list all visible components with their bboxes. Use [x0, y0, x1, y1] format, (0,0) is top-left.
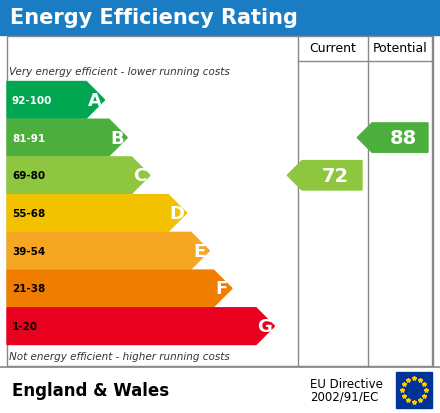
Text: D: D	[169, 204, 184, 223]
Text: Very energy efficient - lower running costs: Very energy efficient - lower running co…	[9, 67, 230, 77]
Text: Potential: Potential	[373, 43, 427, 55]
Text: 39-54: 39-54	[12, 246, 45, 256]
Bar	[7, 37, 433, 366]
Polygon shape	[7, 120, 127, 157]
Text: 55-68: 55-68	[12, 209, 45, 218]
Text: 2002/91/EC: 2002/91/EC	[310, 389, 378, 403]
Text: England & Wales: England & Wales	[12, 381, 169, 399]
Text: 81-91: 81-91	[12, 133, 45, 143]
Text: 88: 88	[390, 129, 417, 148]
Text: G: G	[257, 317, 271, 335]
Polygon shape	[7, 271, 232, 307]
Text: A: A	[88, 92, 101, 109]
Polygon shape	[7, 233, 209, 269]
Text: B: B	[110, 129, 124, 147]
Polygon shape	[357, 123, 428, 153]
Polygon shape	[7, 157, 150, 194]
Polygon shape	[7, 308, 275, 345]
Text: Not energy efficient - higher running costs: Not energy efficient - higher running co…	[9, 351, 230, 361]
Text: 21-38: 21-38	[12, 284, 45, 294]
Text: 69-80: 69-80	[12, 171, 45, 181]
Polygon shape	[7, 195, 187, 232]
Text: E: E	[193, 242, 205, 260]
Text: 1-20: 1-20	[12, 321, 38, 331]
Bar	[0, 367, 440, 413]
Text: EU Directive: EU Directive	[310, 377, 383, 391]
Text: Energy Efficiency Rating: Energy Efficiency Rating	[10, 8, 298, 28]
Text: 72: 72	[322, 166, 349, 185]
Polygon shape	[7, 82, 105, 119]
Text: C: C	[133, 167, 147, 185]
Bar	[0, 0, 440, 36]
Bar	[396, 372, 432, 408]
Polygon shape	[287, 161, 362, 190]
Text: Current: Current	[310, 43, 356, 55]
Text: F: F	[216, 280, 228, 298]
Text: 92-100: 92-100	[12, 96, 52, 106]
